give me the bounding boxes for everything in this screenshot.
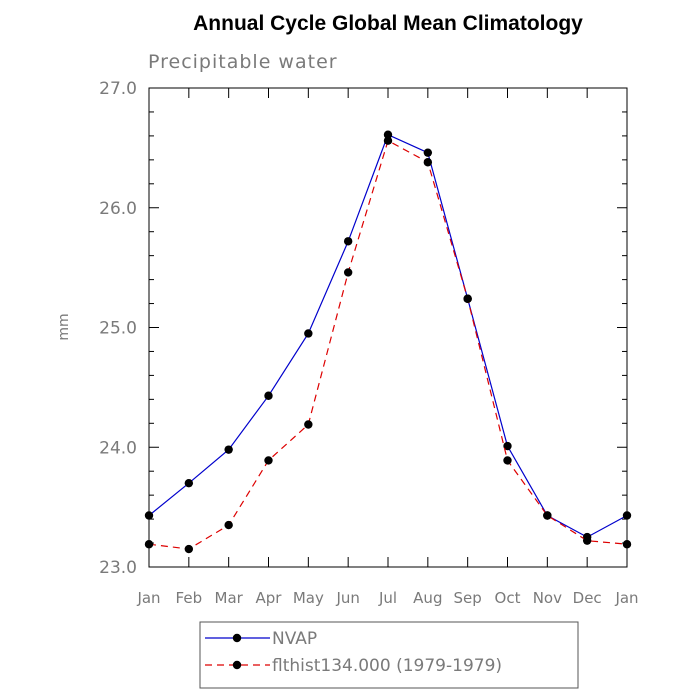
y-tick-label: 26.0 — [99, 199, 137, 219]
data-point — [264, 456, 273, 465]
data-point — [224, 520, 233, 530]
chart-title: Annual Cycle Global Mean Climatology — [193, 12, 583, 35]
x-tick-label: Mar — [215, 589, 244, 607]
data-point — [543, 511, 552, 520]
x-tick-label: May — [293, 589, 324, 607]
legend-label: flthist134.000 (1979-1979) — [272, 656, 502, 676]
data-point — [304, 420, 313, 429]
legend-box — [199, 621, 579, 689]
axis-ticks — [148, 87, 628, 568]
series-line — [148, 133, 628, 538]
data-point — [343, 237, 353, 246]
legend-marker — [232, 660, 242, 670]
x-tick-labels: Jan Feb Mar Apr May Jun Jul Aug Sep Oct Nov Dec Jan — [136, 589, 638, 607]
data-point — [383, 130, 393, 139]
y-tick-label: 25.0 — [99, 319, 137, 339]
data-point — [503, 441, 512, 451]
legend-label: NVAP — [272, 629, 317, 649]
data-point — [343, 268, 353, 277]
data-point — [622, 511, 632, 520]
y-tick-labels: 23.0 24.0 25.0 26.0 27.0 — [99, 79, 137, 578]
x-tick-label: Jan — [614, 589, 638, 607]
y-tick-label: 27.0 — [99, 79, 137, 99]
legend: NVAP flthist134.000 (1979-1979) — [199, 621, 579, 689]
data-point — [184, 544, 194, 554]
data-point — [184, 478, 194, 488]
legend-entry: flthist134.000 (1979-1979) — [205, 656, 502, 676]
x-tick-label: Jun — [335, 589, 359, 607]
x-tick-label: Dec — [573, 589, 602, 607]
data-point — [264, 391, 273, 400]
x-tick-label: Jul — [378, 589, 397, 607]
data-point — [423, 158, 433, 167]
x-tick-label: Oct — [495, 589, 521, 607]
data-point — [144, 511, 154, 520]
x-tick-label: Apr — [256, 589, 283, 607]
series-line — [148, 139, 628, 550]
data-point — [622, 540, 632, 549]
y-axis-label: mm — [56, 313, 72, 340]
x-tick-label: Nov — [533, 589, 562, 607]
legend-marker — [232, 633, 242, 643]
x-tick-label: Aug — [413, 589, 442, 607]
plot-frame — [148, 87, 628, 568]
x-tick-label: Feb — [176, 589, 203, 607]
data-point — [463, 294, 472, 303]
y-tick-label: 23.0 — [99, 558, 137, 578]
chart-subtitle: Precipitable water — [148, 51, 338, 73]
data-point — [582, 536, 592, 545]
series-1 — [144, 130, 632, 542]
data-point — [503, 456, 512, 465]
x-tick-label: Sep — [454, 589, 482, 607]
x-tick-label: Jan — [136, 589, 160, 607]
y-tick-label: 24.0 — [99, 438, 137, 458]
legend-entries: NVAP flthist134.000 (1979-1979) — [205, 629, 502, 676]
legend-entry: NVAP — [205, 629, 317, 649]
series-2 — [144, 136, 632, 554]
data-point — [224, 445, 233, 454]
data-point — [144, 540, 154, 549]
data-point — [423, 148, 433, 157]
data-point — [383, 136, 393, 145]
data-point — [304, 329, 313, 338]
series-layer — [144, 130, 632, 554]
